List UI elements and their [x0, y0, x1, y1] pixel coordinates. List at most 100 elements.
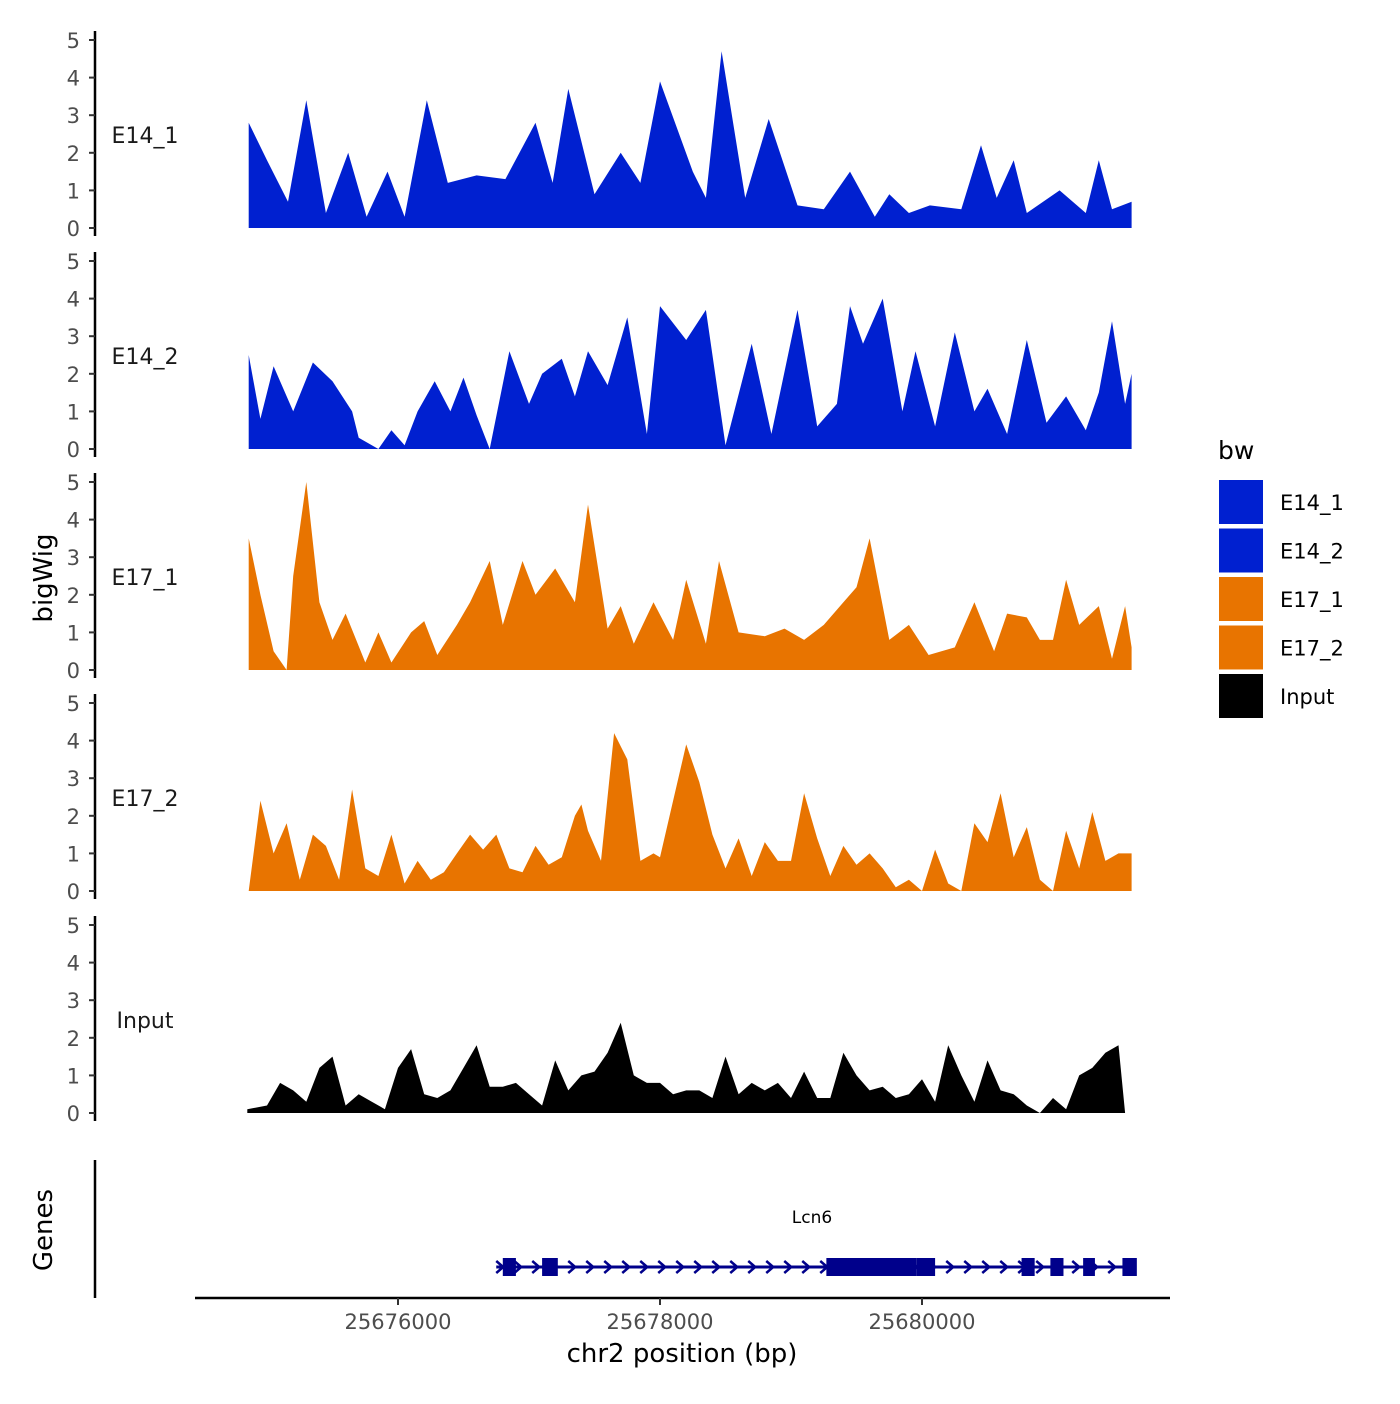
y-tick-label: 5 [67, 914, 80, 938]
track-E17_1: 0 1 2 3 4 5 E17_1 [67, 471, 1132, 683]
legend-label: E14_2 [1280, 540, 1344, 565]
track-Input: 0 1 2 3 4 5 Input [67, 914, 1126, 1126]
legend-swatch [1219, 577, 1263, 621]
strand-arrow [621, 1260, 632, 1274]
y-tick-label: 0 [67, 880, 80, 904]
gene-exon [502, 1258, 516, 1276]
y-tick-label: 1 [67, 621, 80, 645]
y-tick-label: 3 [67, 989, 80, 1013]
y-tick-label: 4 [67, 288, 80, 312]
strand-arrow [783, 1260, 794, 1274]
gene-exon [1083, 1258, 1095, 1276]
area-E17_1 [248, 482, 1132, 670]
legend-label: E14_1 [1280, 491, 1344, 516]
strand-arrow [999, 1260, 1010, 1274]
strand-arrow [603, 1260, 614, 1274]
gene-Lcn6: Lcn6 [495, 1208, 1137, 1276]
y-tick-label: 0 [67, 1102, 80, 1126]
strand-arrow [675, 1260, 686, 1274]
track-E14_2: 0 1 2 3 4 5 E14_2 [67, 250, 1132, 462]
y-tick-label: 0 [67, 659, 80, 683]
y-tick-label: 0 [67, 438, 80, 462]
gene-exon [542, 1258, 558, 1276]
y-tick-label: 5 [67, 29, 80, 53]
y-tick-label: 2 [67, 1027, 80, 1051]
gene-exon [1050, 1258, 1064, 1276]
strand-arrow [801, 1260, 812, 1274]
strand-arrow [963, 1260, 974, 1274]
y-tick-label: 2 [67, 142, 80, 166]
y-tick-label: 3 [67, 546, 80, 570]
gene-name-label: Lcn6 [792, 1208, 832, 1228]
y-tick-label: 4 [67, 952, 80, 976]
track-E14_1: 0 1 2 3 4 5 E14_1 [67, 29, 1132, 241]
y-tick-label: 5 [67, 692, 80, 716]
strand-arrow [729, 1260, 740, 1274]
y-tick-label: 3 [67, 325, 80, 349]
x-tick-label: 25680000 [869, 1310, 976, 1334]
area-E17_2 [248, 733, 1132, 891]
legend-title: bw [1218, 436, 1254, 465]
y-tick-label: 3 [67, 767, 80, 791]
strand-arrow [693, 1260, 704, 1274]
gene-exon [916, 1258, 936, 1276]
strand-arrow [657, 1260, 668, 1274]
y-tick-label: 1 [67, 179, 80, 203]
y-tick-label: 1 [67, 842, 80, 866]
strand-arrow [531, 1260, 542, 1274]
gene-track: Lcn6 [93, 1160, 1137, 1298]
y-tick-label: 0 [67, 217, 80, 241]
track-label: E17_2 [112, 787, 179, 812]
gene-exon [1122, 1258, 1137, 1276]
strand-arrow [639, 1260, 650, 1274]
legend-entry-E14_2: E14_2 [1219, 528, 1344, 573]
y-tick-label: 2 [67, 363, 80, 387]
strand-arrow [513, 1260, 524, 1274]
y-tick-label: 1 [67, 1064, 80, 1088]
gene-exon [826, 1258, 917, 1276]
legend: bw E14_1 E14_2 E17_1 E17_2 Input [1218, 436, 1344, 718]
y-tick-label: 5 [67, 471, 80, 495]
strand-arrow [567, 1260, 578, 1274]
legend-label: E17_1 [1280, 588, 1344, 613]
track-label: E14_1 [112, 124, 179, 149]
y-tick-label: 4 [67, 730, 80, 754]
y-axis-title: bigWig [29, 533, 59, 622]
y-tick-label: 5 [67, 250, 80, 274]
legend-swatch [1219, 480, 1263, 524]
legend-entry-Input: Input [1219, 674, 1334, 718]
legend-swatch [1219, 674, 1263, 718]
legend-entry-E17_1: E17_1 [1219, 577, 1344, 621]
y-tick-label: 4 [67, 509, 80, 533]
y-tick-label: 4 [67, 67, 80, 91]
x-tick-label: 25676000 [345, 1310, 452, 1334]
y-tick-label: 2 [67, 584, 80, 608]
x-axis-title: chr2 position (bp) [567, 1339, 798, 1369]
legend-label: Input [1280, 685, 1334, 709]
track-panels: 0 1 2 3 4 5 E14_1 0 1 2 3 4 5 E14_2 0 1 2 3 4 5 E17_1 0 1 2 3 4 5 E… [67, 29, 1132, 1126]
legend-entry-E14_1: E14_1 [1219, 480, 1344, 524]
strand-arrow [711, 1260, 722, 1274]
area-Input [247, 1022, 1126, 1113]
strand-arrow [981, 1260, 992, 1274]
genes-axis-title: Genes [29, 1189, 59, 1271]
gene-exon [1021, 1258, 1035, 1276]
y-tick-label: 1 [67, 400, 80, 424]
strand-arrow [945, 1260, 956, 1274]
strand-arrow [585, 1260, 596, 1274]
area-E14_2 [248, 298, 1132, 449]
legend-swatch [1219, 625, 1263, 670]
track-label: Input [117, 1009, 174, 1034]
strand-arrow [1071, 1260, 1082, 1274]
track-label: E17_1 [112, 566, 179, 591]
strand-arrow [1035, 1260, 1046, 1274]
x-axis: 25676000 25678000 25680000 [195, 1296, 1170, 1334]
y-tick-label: 2 [67, 805, 80, 829]
strand-arrow [1107, 1260, 1118, 1274]
area-E14_1 [248, 51, 1132, 228]
strand-arrow [765, 1260, 776, 1274]
y-tick-label: 3 [67, 104, 80, 128]
legend-entry-E17_2: E17_2 [1219, 625, 1344, 670]
